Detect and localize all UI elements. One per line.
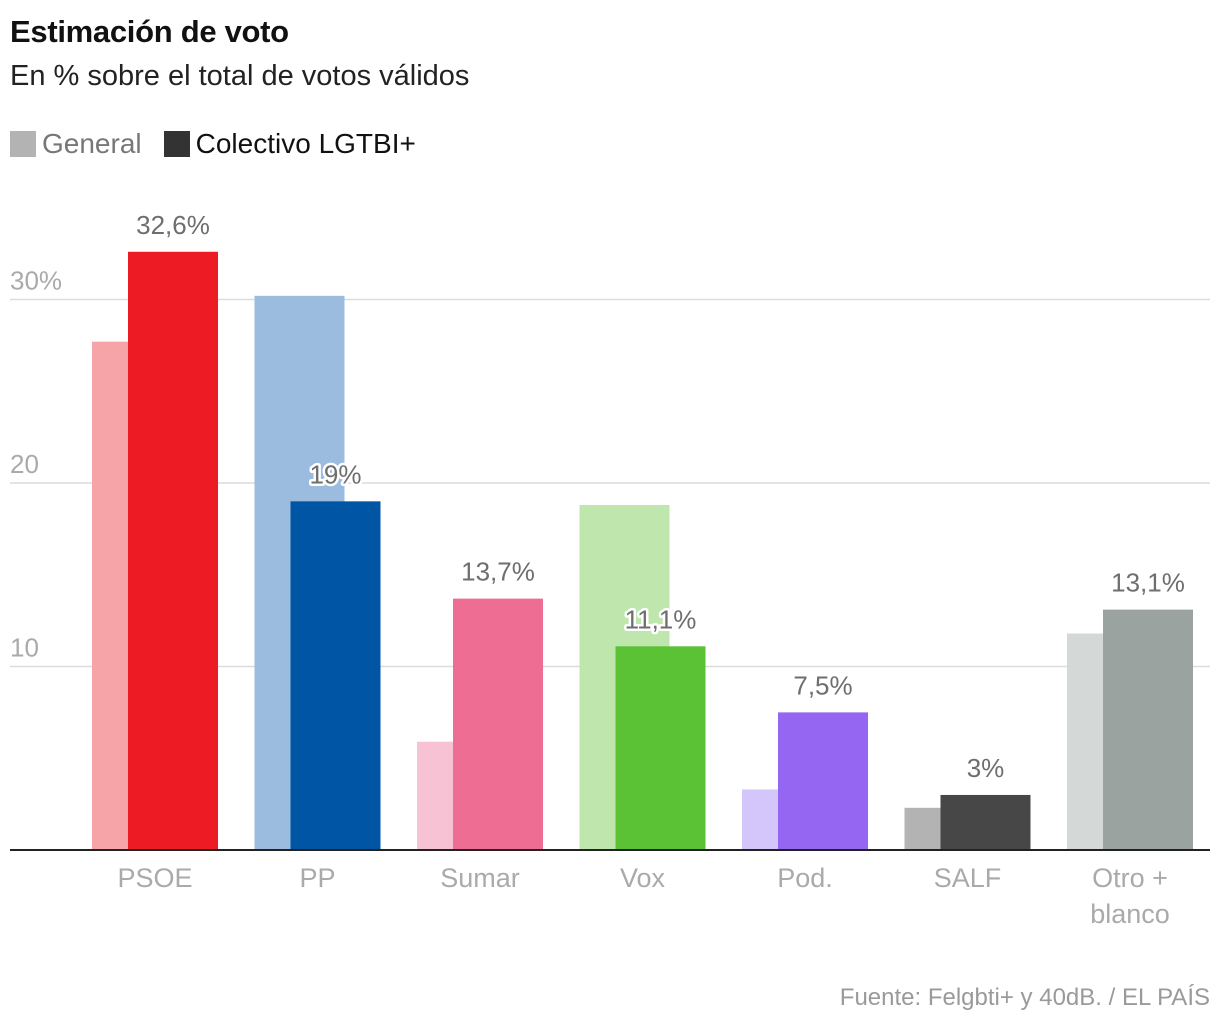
bar-lgtbi [778, 712, 868, 850]
bar-lgtbi [128, 251, 218, 851]
category-label: Pod. [777, 863, 833, 893]
bar-lgtbi [453, 598, 543, 850]
bar-lgtbi [615, 646, 706, 850]
legend-label-general: General [42, 128, 142, 159]
value-label: 13,1% [1111, 568, 1185, 598]
value-label: 7,5% [793, 670, 852, 700]
legend-swatch-lgtbi [163, 131, 190, 157]
legend-label-lgtbi: Colectivo LGTBI+ [195, 128, 416, 159]
category-label: Vox [620, 863, 666, 893]
bar-lgtbi [1103, 609, 1193, 850]
value-label: 32,6% [136, 210, 210, 240]
legend-swatch-general [10, 131, 36, 157]
y-tick-label: 10 [10, 633, 39, 663]
y-tick-label: 30% [10, 266, 62, 296]
bar-lgtbi [290, 501, 381, 850]
legend-item-lgtbi: Colectivo LGTBI+ [163, 128, 416, 160]
category-label: SALF [934, 863, 1002, 893]
category-label: blanco [1090, 899, 1170, 929]
chart-subtitle: En % sobre el total de votos válidos [10, 60, 470, 92]
bar-lgtbi [940, 794, 1031, 850]
value-label: 19% [309, 459, 361, 489]
value-label: 11,1% [625, 604, 697, 634]
legend-item-general: General [10, 128, 142, 160]
y-tick-label: 20 [10, 449, 39, 479]
category-label: Otro + [1092, 863, 1168, 893]
category-label: Sumar [440, 863, 520, 893]
legend: General Colectivo LGTBI+ [10, 128, 438, 160]
category-label: PSOE [117, 863, 192, 893]
chart-title: Estimación de voto [10, 14, 289, 49]
source-note: Fuente: Felgbti+ y 40dB. / EL PAÍS [839, 984, 1210, 1011]
value-label: 3% [967, 753, 1005, 783]
category-label: PP [299, 863, 335, 893]
bar-chart: 10 20 30% 32,6% PSOE 19% PP 13,7% Sumar 11,1% Vox 7… [10, 209, 1210, 929]
value-label: 13,7% [461, 557, 535, 587]
